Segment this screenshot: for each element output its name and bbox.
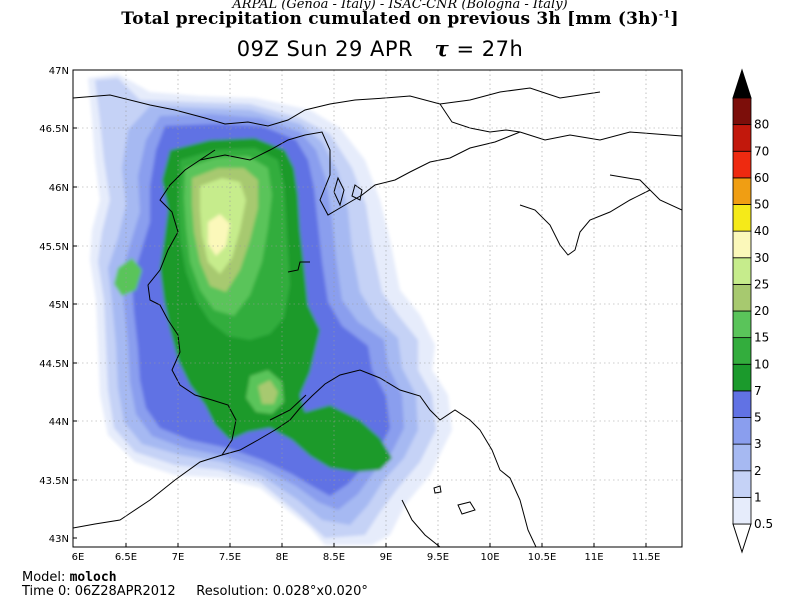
colorbar-label: 80 xyxy=(754,118,769,132)
precip-area-20b xyxy=(258,380,278,404)
plot-title: Total precipitation cumulated on previou… xyxy=(0,9,800,29)
colorbar-label: 20 xyxy=(754,304,769,318)
valid-time-label: 09Z Sun 29 APR xyxy=(236,37,414,61)
lon-tick-label: 7.5E xyxy=(219,552,241,563)
title-exponent: -1 xyxy=(658,9,671,21)
colorbar-swatch xyxy=(732,337,752,365)
lon-tick-label: 9E xyxy=(380,552,393,563)
border-italy-interior-1 xyxy=(287,261,310,273)
title-close: ] xyxy=(670,9,679,29)
model-label: Model: xyxy=(22,570,66,585)
lat-tick-label: 46N xyxy=(49,183,69,194)
colorbar-label: 60 xyxy=(754,171,769,185)
time0-label: Time 0: xyxy=(22,584,71,599)
colorbar-swatch xyxy=(732,124,752,152)
colorbar-swatch xyxy=(732,443,752,472)
border-austria-italy xyxy=(439,103,682,141)
lake-garda xyxy=(351,184,363,201)
map-frame xyxy=(72,69,683,548)
coastline-corsica-north xyxy=(401,499,441,547)
lon-tick-label: 6.5E xyxy=(115,552,137,563)
colorbar-swatch xyxy=(732,204,752,232)
colorbar-label: 1 xyxy=(754,490,762,504)
colorbar-label: 40 xyxy=(754,224,769,238)
colorbar-label: 15 xyxy=(754,331,769,345)
lon-tick-label: 8E xyxy=(276,552,289,563)
colorbar-swatch xyxy=(732,496,752,525)
colorbar-label: 50 xyxy=(754,198,769,212)
lon-tick-label: 10E xyxy=(480,552,499,563)
colorbar: 0.5 1 2 3 5 7 10 15 20 25 30 40 50 60 70 80 xyxy=(732,68,773,554)
colorbar-label: 70 xyxy=(754,144,769,158)
border-italy-switzerland xyxy=(199,131,521,216)
colorbar-swatch xyxy=(732,257,752,285)
lon-tick-marks xyxy=(125,543,647,547)
colorbar-label: 0.5 xyxy=(754,517,773,531)
resolution-value: 0.028°x0.020° xyxy=(272,584,368,599)
colorbar-swatch xyxy=(732,97,752,126)
lon-tick-label: 8.5E xyxy=(323,552,345,563)
title-text: Total precipitation cumulated on previou… xyxy=(121,9,659,29)
graticule xyxy=(73,70,682,547)
lake-maggiore xyxy=(333,176,345,207)
organizations-line: ARPAL (Genoa - Italy) - ISAC-CNR (Bologn… xyxy=(232,0,568,12)
lon-tick-label: 11E xyxy=(584,552,603,563)
lat-tick-marks xyxy=(73,69,77,539)
island-elba xyxy=(457,501,476,515)
lon-tick-label: 10.5E xyxy=(528,552,557,563)
resolution-label: Resolution: xyxy=(196,584,269,599)
colorbar-label: 10 xyxy=(754,357,769,371)
colorbar-label: 30 xyxy=(754,251,769,265)
colorbar-over-triangle xyxy=(732,68,752,99)
colorbar-swatch xyxy=(732,177,752,205)
lat-tick-label: 44N xyxy=(49,417,69,428)
lat-tick-label: 43N xyxy=(49,534,69,545)
colorbar-swatch xyxy=(732,470,752,498)
tau-value: = 27h xyxy=(456,37,524,61)
colorbar-label: 25 xyxy=(754,277,769,291)
border-switzerland-north xyxy=(73,87,601,127)
colorbar-label: 2 xyxy=(754,464,762,478)
colorbar-swatch xyxy=(732,417,752,445)
border-italy-france xyxy=(147,149,237,456)
precip-area-15c xyxy=(114,258,142,296)
colorbar-under-triangle xyxy=(732,523,752,554)
lat-tick-label: 47N xyxy=(49,66,69,77)
lon-tick-label: 7E xyxy=(172,552,185,563)
time0-value: 06Z28APR2012 xyxy=(74,584,176,599)
lon-tick-label: 11.5E xyxy=(632,552,661,563)
colorbar-swatch xyxy=(732,150,752,179)
colorbar-swatch xyxy=(732,310,752,339)
lat-tick-label: 45.5N xyxy=(39,242,69,253)
lon-axis: 6E 6.5E 7E 7.5E 8E 8.5E 9E 9.5E 10E 10.5… xyxy=(72,552,661,563)
lon-tick-label: 9.5E xyxy=(427,552,449,563)
precip-area-30 xyxy=(208,214,230,256)
lat-tick-label: 46.5N xyxy=(39,124,69,135)
border-italy-interior-2 xyxy=(269,394,307,421)
footer-model: Model: moloch xyxy=(22,570,117,585)
footer-time0: Time 0: 06Z28APR2012 Resolution: 0.028°x… xyxy=(22,584,368,599)
lat-tick-label: 45N xyxy=(49,300,69,311)
colorbar-swatch xyxy=(732,363,752,392)
colorbar-label: 3 xyxy=(754,437,762,451)
colorbar-label: 5 xyxy=(754,411,762,425)
lat-tick-label: 43.5N xyxy=(39,476,69,487)
coastlines-borders xyxy=(73,87,682,547)
colorbar-swatch xyxy=(732,390,752,418)
island-capraia xyxy=(433,485,442,494)
tau-symbol: τ xyxy=(434,36,450,61)
colorbar-swatch xyxy=(732,230,752,259)
lat-tick-label: 44.5N xyxy=(39,359,69,370)
coastline-ligurian xyxy=(73,369,537,547)
precipitation-field xyxy=(88,74,452,545)
valid-time: 09Z Sun 29 APR τ = 27h xyxy=(0,36,760,61)
lon-tick-label: 6E xyxy=(72,552,85,563)
colorbar-swatch xyxy=(732,283,752,312)
colorbar-label: 7 xyxy=(754,384,762,398)
model-name: moloch xyxy=(69,570,117,585)
lat-axis: 47N 46.5N 46N 45.5N 45N 44.5N 44N 43.5N … xyxy=(39,66,69,545)
coastline-venice xyxy=(519,189,651,256)
